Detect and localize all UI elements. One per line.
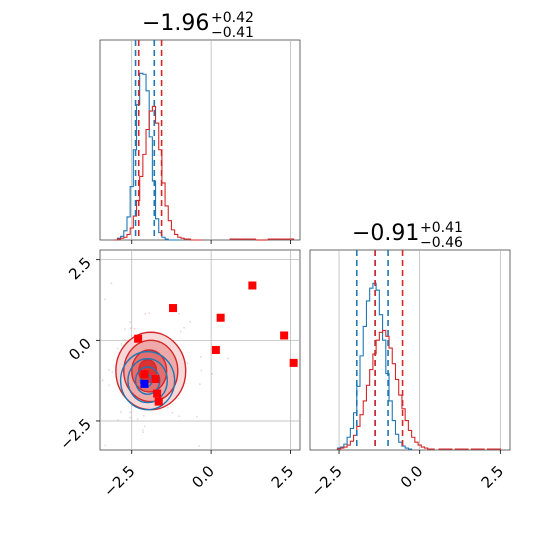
bottom-right-hist-red-tail-3 — [486, 448, 501, 450]
sample-dot — [166, 406, 169, 409]
sample-dot — [111, 370, 114, 373]
sample-dot — [196, 415, 198, 418]
title-bottom-right-main: −0.91 — [352, 221, 419, 246]
bottom-right-hist-red-tail-2 — [470, 448, 485, 450]
xtick-label-left-2: 2.5 — [268, 462, 298, 492]
sample-dot — [108, 368, 110, 371]
title-top-left-sub: −0.41 — [211, 25, 254, 41]
sample-dot — [136, 418, 139, 421]
bottom-right-hist-red-tail-1 — [454, 448, 469, 450]
panel-bottom-right — [336, 250, 501, 454]
title-top-left-sup: +0.42 — [211, 10, 254, 26]
sample-dot — [110, 282, 113, 285]
sample-dot — [129, 321, 131, 324]
panel-bottom-left — [96, 250, 300, 454]
sample-dot — [199, 355, 202, 358]
top-left-hist-blue — [114, 72, 181, 241]
sample-dot — [171, 411, 174, 414]
sample-dot — [198, 445, 201, 448]
xtick-label-right-0: −2.5 — [307, 462, 345, 500]
sample-dot — [186, 362, 189, 365]
sample-dot — [108, 384, 111, 387]
red-square-marker-10 — [289, 358, 298, 367]
sample-dot — [227, 357, 229, 360]
red-square-marker-5 — [169, 304, 178, 313]
xtick-label-right-1: 0.0 — [397, 462, 427, 492]
contour-blue-2 — [134, 366, 161, 395]
sample-dot — [104, 444, 107, 447]
panel-bottom-right-frame — [309, 249, 511, 451]
sample-dot — [142, 431, 145, 434]
sample-dot — [198, 383, 201, 386]
sample-dot — [124, 339, 126, 341]
top-left-hist-red-tail-4 — [280, 238, 295, 240]
sample-dot — [129, 327, 132, 330]
red-square-marker-9 — [280, 331, 289, 340]
red-square-marker-3 — [153, 389, 162, 398]
blue-square-marker-0 — [140, 379, 149, 388]
sample-dot — [101, 379, 104, 382]
sample-dot — [200, 369, 203, 372]
bottom-right-hist-red — [336, 329, 435, 450]
title-bottom-right: −0.91 — [352, 221, 419, 246]
sample-dot — [119, 411, 122, 413]
sample-dot — [129, 416, 132, 419]
sample-dot — [116, 347, 119, 350]
sample-dot — [120, 343, 123, 345]
bottom-right-hist-red-tail-0 — [438, 448, 453, 450]
title-bottom-right-sub: −0.46 — [420, 235, 463, 251]
sample-dot — [123, 328, 126, 331]
sample-dot — [183, 326, 186, 329]
contour-blue-1 — [127, 358, 169, 404]
panel-top-left-frame — [99, 39, 301, 241]
sample-dot — [143, 425, 146, 428]
sample-dot — [179, 330, 182, 333]
sample-dot — [129, 411, 132, 414]
red-square-marker-2 — [151, 375, 160, 384]
red-square-marker-1 — [140, 370, 149, 379]
top-left-hist-red — [114, 105, 204, 241]
sample-dot — [211, 373, 214, 375]
ytick-label-2: 2.5 — [65, 254, 95, 284]
xtick-label-left-1: 0.0 — [188, 462, 218, 492]
sample-dot — [142, 414, 145, 417]
sample-dot — [178, 312, 180, 315]
red-square-marker-4 — [154, 397, 163, 406]
ytick-label-0: −2.5 — [56, 415, 94, 453]
red-square-marker-0 — [134, 334, 143, 343]
panel-top-left — [114, 40, 295, 244]
red-square-marker-6 — [211, 346, 220, 354]
xtick-label-left-0: −2.5 — [100, 462, 138, 500]
title-top-left: −1.96 — [142, 11, 209, 36]
contour-blue-0 — [119, 350, 176, 411]
sample-dot — [148, 312, 151, 315]
sample-dot — [141, 429, 144, 431]
sample-dot — [189, 320, 191, 323]
title-top-left-main: −1.96 — [142, 11, 209, 36]
red-square-marker-7 — [216, 313, 225, 322]
sample-dot — [117, 419, 119, 421]
sample-dot — [178, 415, 180, 418]
ytick-label-1: 0.0 — [65, 334, 95, 364]
sample-dot — [104, 298, 106, 301]
sample-dot — [144, 313, 147, 315]
title-bottom-right-sup: +0.41 — [420, 220, 463, 236]
red-square-marker-8 — [248, 281, 257, 290]
sample-dot — [133, 327, 136, 330]
xtick-label-right-2: 2.5 — [478, 462, 508, 492]
